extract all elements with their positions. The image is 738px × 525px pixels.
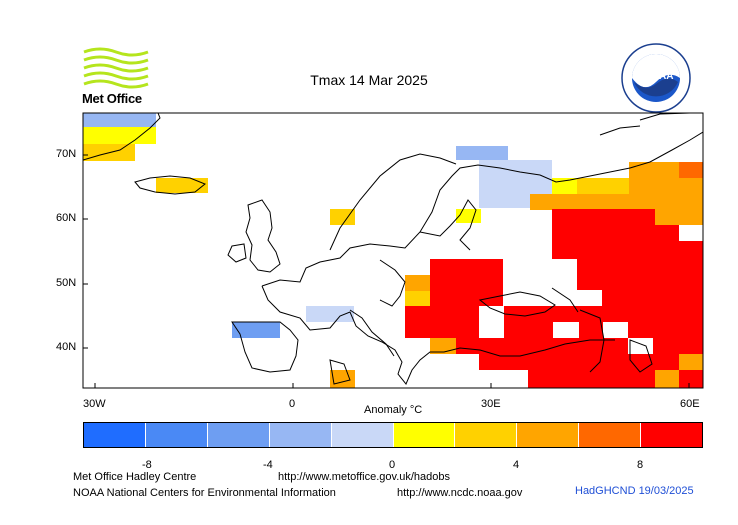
footer-metoffice-name: Met Office Hadley Centre — [73, 471, 197, 483]
anomaly-cells — [83, 113, 703, 388]
lat-label-50n: 50N — [56, 277, 77, 289]
colorbar-swatch — [144, 423, 207, 447]
footer-metoffice-url[interactable]: http://www.metoffice.gov.uk/hadobs — [278, 471, 451, 483]
lon-label-30e: 30E — [481, 398, 501, 410]
footer-noaa-url[interactable]: http://www.ncdc.noaa.gov — [397, 487, 523, 499]
legend-label-0: 0 — [389, 459, 396, 471]
footer-noaa-name: NOAA National Centers for Environmental … — [73, 487, 336, 499]
colorbar-swatch — [392, 423, 455, 447]
colorbar-swatch — [454, 423, 517, 447]
chart-title: Tmax 14 Mar 2025 — [310, 72, 428, 88]
colorbar-swatch — [578, 423, 641, 447]
met-office-logo-text: Met Office — [82, 91, 142, 106]
legend-label-minus8: -8 — [142, 459, 152, 471]
lat-label-60n: 60N — [56, 212, 77, 224]
lat-label-70n: 70N — [56, 148, 77, 160]
map-frame — [82, 112, 704, 389]
noaa-logo-text: NOAA — [644, 71, 674, 82]
met-office-logo: Met Office — [82, 46, 152, 106]
lat-label-40n: 40N — [56, 341, 77, 353]
met-office-wave-icon — [83, 47, 149, 89]
colorbar-swatch — [330, 423, 393, 447]
lon-label-60e: 60E — [680, 398, 700, 410]
coastlines — [83, 113, 703, 385]
colorbar-swatch — [84, 423, 145, 447]
colorbar-swatch — [268, 423, 331, 447]
lon-label-30w: 30W — [83, 398, 106, 410]
legend-label-minus4: -4 — [263, 459, 273, 471]
legend-label-4: 4 — [513, 459, 520, 471]
colorbar-swatch — [640, 423, 703, 447]
lon-label-0: 0 — [289, 398, 296, 410]
colorbar-swatch — [206, 423, 269, 447]
noaa-logo: NOAA — [620, 42, 692, 114]
axis-ticks — [83, 154, 690, 388]
legend-label-8: 8 — [637, 459, 644, 471]
footer-stamp: HadGHCND 19/03/2025 — [575, 485, 694, 497]
colorbar — [83, 422, 703, 448]
colorbar-title: Anomaly °C — [364, 404, 423, 416]
noaa-seal-icon — [621, 43, 691, 113]
colorbar-swatch — [516, 423, 579, 447]
